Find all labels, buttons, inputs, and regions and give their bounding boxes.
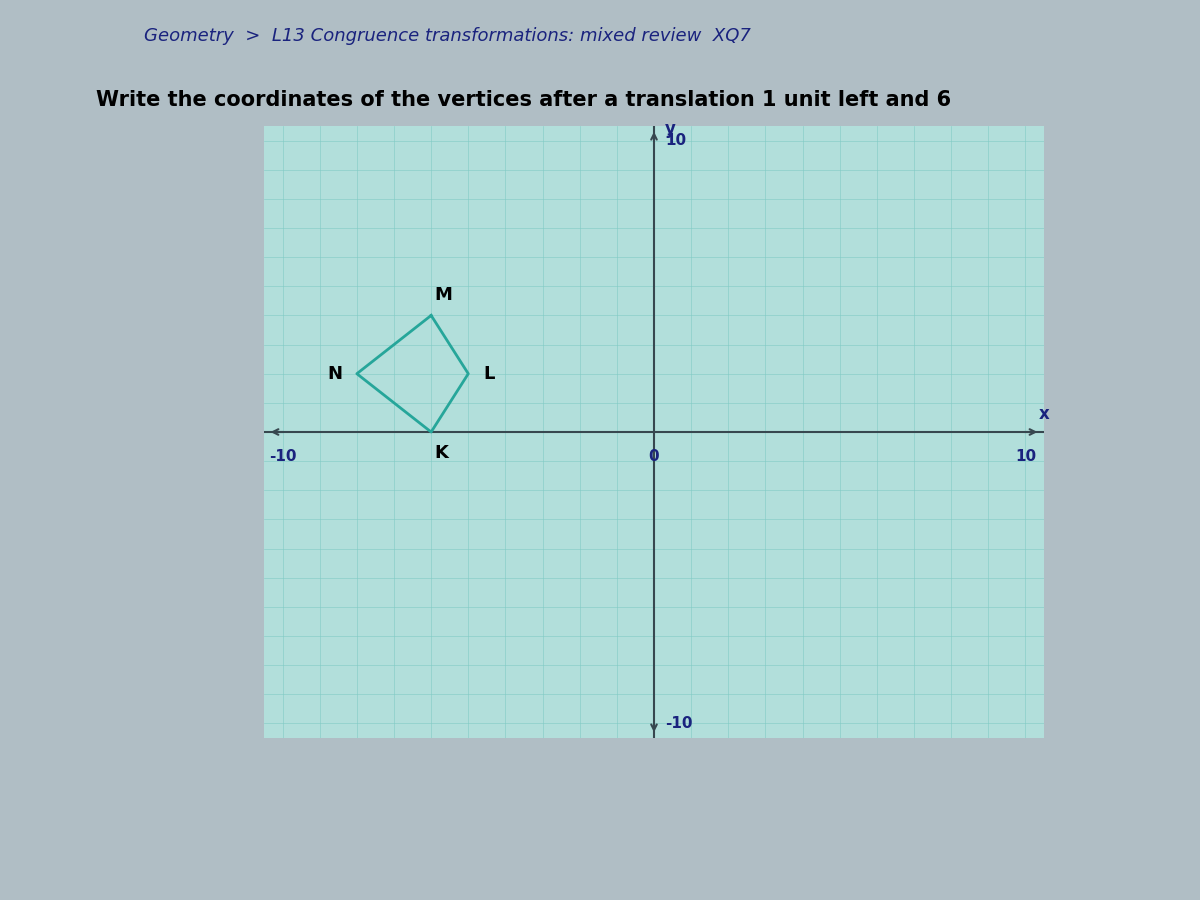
Text: L: L — [484, 364, 494, 382]
Text: K: K — [434, 444, 449, 462]
Text: 10: 10 — [665, 133, 686, 148]
Text: Write the coordinates of the vertices after a translation 1 unit left and 6: Write the coordinates of the vertices af… — [96, 90, 952, 110]
Text: -10: -10 — [269, 449, 296, 464]
Text: N: N — [326, 364, 342, 382]
Text: M: M — [434, 286, 452, 304]
Text: -10: -10 — [665, 716, 692, 731]
Text: Geometry  >  L13 Congruence transformations: mixed review  XQ7: Geometry > L13 Congruence transformation… — [144, 27, 751, 45]
Text: 10: 10 — [1015, 449, 1036, 464]
Text: x: x — [1039, 405, 1049, 423]
Text: 0: 0 — [649, 449, 659, 464]
Text: y: y — [665, 120, 676, 138]
